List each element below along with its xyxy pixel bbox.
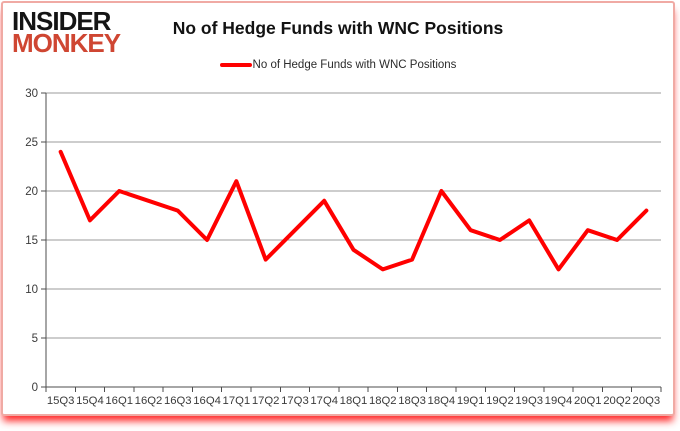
x-tick-label: 18Q4: [428, 395, 456, 407]
x-tick-label: 15Q4: [76, 395, 104, 407]
legend-label: No of Hedge Funds with WNC Positions: [252, 59, 457, 71]
x-tick-label: 17Q1: [223, 395, 251, 407]
x-tick-label: 20Q3: [633, 395, 661, 407]
y-tick-label: 25: [25, 137, 38, 149]
y-tick-label: 10: [25, 284, 38, 296]
x-tick-label: 17Q2: [252, 395, 280, 407]
x-tick-label: 20Q1: [574, 395, 602, 407]
x-tick-label: 16Q1: [105, 395, 133, 407]
line-chart: 0 5 10 15 20 25 30 15Q3 15Q4 16Q1 16Q2 16Q3 16Q4 17Q1…: [25, 88, 662, 407]
x-tick-label: 18Q2: [369, 395, 397, 407]
legend: No of Hedge Funds with WNC Positions: [3, 59, 673, 71]
x-tick-label: 15Q3: [47, 395, 75, 407]
y-tick-label: 5: [32, 333, 38, 345]
y-tick-label: 30: [25, 88, 38, 100]
logo-monkey-text: MONKEY: [12, 27, 121, 58]
x-tick-label: 18Q3: [398, 395, 426, 407]
insider-monkey-logo: INSIDER MONKEY: [12, 6, 121, 58]
x-tick-label: 16Q2: [135, 395, 163, 407]
data-series-line: [58, 149, 649, 272]
y-tick-label: 0: [32, 382, 38, 394]
x-tick-label: 16Q3: [164, 395, 192, 407]
chart-title: No of Hedge Funds with WNC Positions: [172, 18, 504, 38]
x-tick-label: 19Q4: [545, 395, 573, 407]
x-tick-label: 16Q4: [193, 395, 221, 407]
legend-line-icon: [219, 63, 252, 67]
x-tick-label: 18Q1: [340, 395, 368, 407]
x-tick-label: 19Q2: [486, 395, 514, 407]
y-tick-label: 20: [25, 186, 38, 198]
chart-card: INSIDER MONKEY No of Hedge Funds with WN…: [1, 1, 675, 416]
y-tick-label: 15: [25, 235, 38, 247]
x-tick-label: 17Q4: [310, 395, 338, 407]
logo-insider-text: INSIDER: [12, 6, 111, 36]
x-tick-label: 17Q3: [281, 395, 309, 407]
x-tick-label: 19Q3: [515, 395, 543, 407]
x-tick-label: 20Q2: [603, 395, 631, 407]
plot-area: 0 5 10 15 20 25 30 15Q3 15Q4 16Q1 16Q2 16Q3 16Q4 17Q1…: [3, 83, 680, 413]
x-tick-label: 19Q1: [457, 395, 485, 407]
